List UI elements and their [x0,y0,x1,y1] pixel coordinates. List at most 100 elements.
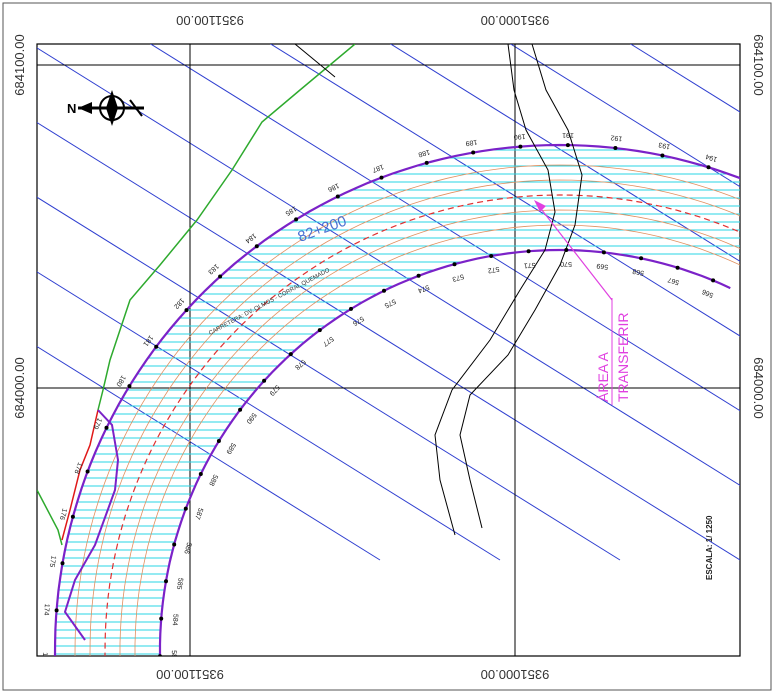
tick-mark [751,181,755,185]
tick-mark [639,256,644,261]
tick-label: 569 [596,262,608,270]
tick-mark [452,262,457,267]
survey-line [37,271,501,561]
tick-label: 173 [41,652,48,664]
tick-label: 572 [487,265,500,274]
tick-mark [565,143,570,148]
right-of-way-hatch [55,149,740,655]
tick-mark [601,250,606,255]
offset-line [89,179,740,656]
survey-line [37,121,740,561]
grid-label-bottom-right: 9351000.00 [481,667,550,682]
tick-mark [335,194,340,199]
tick-label: 568 [632,267,645,276]
station-tick-labels: 1731741751761781791801811821831841851861… [41,131,764,664]
tick-mark [198,472,203,476]
tick-label: 587 [193,507,204,520]
tick-mark [711,278,716,283]
tick-label: 188 [417,148,430,158]
tick-label: 193 [658,141,671,150]
scale-text: ESCALA: 1/ 1250 [705,515,714,580]
tick-label: 574 [417,283,430,294]
tick-label: 195 [750,168,764,179]
tick-label: 194 [705,152,718,162]
tick-mark [382,288,386,293]
property-line-b [459,44,583,529]
north-letter: N [67,101,76,116]
tick-label: 190 [513,132,525,140]
tick-label: 187 [371,162,384,173]
tick-mark [660,153,665,158]
tick-label: 566 [701,287,715,298]
tick-mark [104,425,109,430]
boundary-purple-lower [63,409,120,641]
boundary-red [61,409,99,541]
property-line-top [294,44,336,78]
offset-line [74,164,740,656]
tick-mark [70,514,75,519]
offset-line [119,209,740,656]
tick-mark [518,144,523,149]
tick-label: 192 [610,133,622,141]
tick-label: 583 [170,650,177,662]
tick-label: 575 [383,297,397,308]
tick-mark [349,306,353,311]
tick-mark [158,654,162,656]
tick-mark [254,244,259,249]
boundary-green-lower [37,489,63,546]
tick-mark [216,439,221,443]
tick-mark [526,249,531,254]
grid-label-top-left: 9351100.00 [176,13,244,28]
tick-mark [613,146,618,150]
property-line-a [434,44,556,536]
grid-label-right-top: 684100.00 [751,34,766,95]
tick-mark [288,352,293,357]
tick-mark [416,273,421,278]
tick-label: 189 [465,138,478,147]
tick-mark [60,561,65,566]
tick-mark [424,160,429,165]
annotation-line-1: ÁREA A [595,352,611,402]
tick-mark [184,308,189,313]
road-edge-outer [53,143,740,656]
tick-label: 179 [91,416,102,430]
station-ticks [54,143,755,656]
tick-mark [294,217,299,222]
boundary-green [97,44,356,411]
tick-mark [85,469,90,474]
tick-mark [471,150,476,155]
grid-label-left-top: 684100.00 [12,34,27,95]
survey-line [509,44,740,188]
tick-mark [489,254,494,258]
survey-line [37,345,381,561]
tick-label: 567 [667,276,680,286]
tick-mark [706,165,711,170]
tick-label: 174 [42,603,50,615]
tick-mark [164,579,168,584]
survey-line [389,44,740,262]
tick-label: 573 [451,272,464,282]
tick-label: 191 [562,131,574,138]
survey-line [629,44,740,113]
north-arrow-icon: N [67,90,144,126]
annotation-leader-line [537,204,613,301]
tick-label: 570 [560,260,572,267]
tick-label: 585 [175,577,184,590]
road-edge-inner [158,248,731,656]
tick-label: 586 [182,541,192,554]
road-centerline [104,194,740,656]
offset-line [134,224,740,656]
tick-label: 571 [524,261,536,269]
survey-line [37,196,621,561]
tick-mark [675,265,680,270]
grid-label-right-mid: 684000.00 [751,357,766,418]
tick-mark [54,655,56,656]
tick-mark [54,608,59,613]
tick-mark [159,616,164,621]
tick-label: 176 [58,507,68,520]
tick-mark [127,384,132,389]
tick-mark [379,175,384,180]
